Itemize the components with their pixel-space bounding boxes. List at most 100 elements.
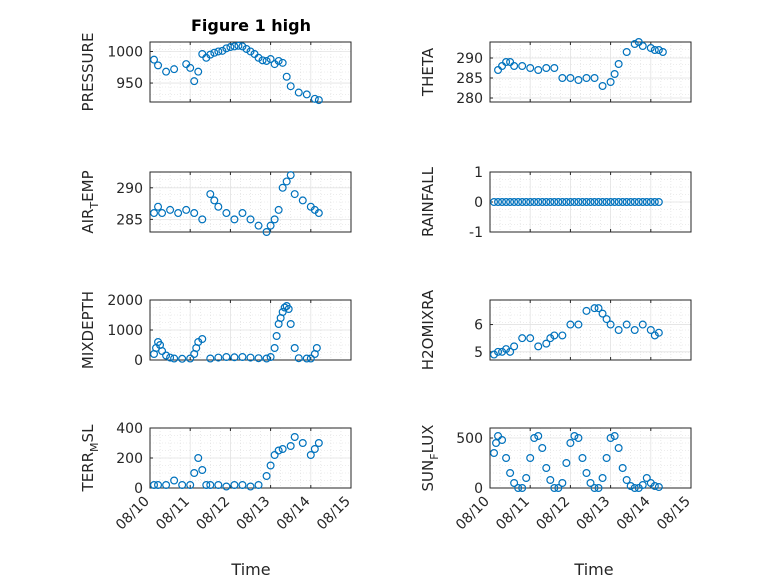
data-point xyxy=(178,481,187,490)
y-tick-label: 290 xyxy=(456,51,483,67)
data-point xyxy=(590,304,599,313)
data-point xyxy=(530,198,539,207)
y-tick-label: 6 xyxy=(474,318,483,334)
data-point xyxy=(282,72,291,81)
data-point xyxy=(298,439,307,448)
data-point xyxy=(538,198,547,207)
x-tick-label: 08/15 xyxy=(314,494,354,534)
data-point xyxy=(150,481,159,490)
data-point xyxy=(562,198,571,207)
data-point xyxy=(518,334,527,343)
data-point xyxy=(502,454,511,463)
data-point xyxy=(310,94,319,103)
data-point xyxy=(566,198,575,207)
data-point xyxy=(638,320,647,329)
data-point xyxy=(562,459,571,468)
data-point xyxy=(550,331,559,340)
y-tick-label: 200 xyxy=(116,451,143,467)
data-point xyxy=(174,209,183,218)
data-point xyxy=(602,315,611,324)
axes-pressure: 950 1000 PRESSURE xyxy=(79,33,352,112)
y-axis-label: TERRMSL xyxy=(79,424,101,493)
data-point xyxy=(218,46,227,55)
data-point xyxy=(514,484,523,493)
data-point xyxy=(214,47,223,56)
data-point xyxy=(286,82,295,91)
data-point xyxy=(638,198,647,207)
data-point xyxy=(190,209,199,218)
data-point xyxy=(170,476,179,485)
data-point xyxy=(170,65,179,74)
axes-air_temp: 285 290 AIRTEMP xyxy=(79,170,352,237)
data-point xyxy=(506,469,515,478)
data-point xyxy=(494,198,503,207)
data-point xyxy=(506,57,515,66)
data-point xyxy=(546,334,555,343)
data-point xyxy=(214,481,223,490)
data-point xyxy=(262,354,271,363)
data-point xyxy=(210,196,219,205)
data-point xyxy=(518,484,527,493)
data-point xyxy=(198,335,207,344)
x-tick-label: 08/12 xyxy=(193,494,233,534)
y-tick-label: 1000 xyxy=(107,323,143,339)
data-point xyxy=(650,198,659,207)
data-point xyxy=(230,481,239,490)
y-axis-label: PRESSURE xyxy=(79,33,97,112)
data-point xyxy=(578,198,587,207)
data-point xyxy=(230,215,239,224)
data-point xyxy=(574,198,583,207)
x-tick-label: 08/15 xyxy=(654,494,694,534)
data-point xyxy=(622,47,631,56)
data-point xyxy=(314,439,323,448)
data-point xyxy=(278,58,287,67)
data-point xyxy=(262,56,271,65)
x-tick-label: 08/11 xyxy=(493,494,533,534)
data-point xyxy=(314,96,323,105)
xlabel-left: Time xyxy=(230,560,270,579)
data-point xyxy=(270,344,279,353)
data-point xyxy=(290,433,299,442)
data-point xyxy=(622,320,631,329)
data-point xyxy=(510,342,519,351)
x-tick-label: 08/10 xyxy=(113,494,153,534)
x-tick-label: 08/13 xyxy=(574,494,614,534)
data-point xyxy=(206,481,215,490)
data-point xyxy=(238,42,247,51)
y-axis-label: SUNFLUX xyxy=(419,425,441,492)
data-point xyxy=(650,331,659,340)
data-point xyxy=(198,466,207,475)
data-point xyxy=(162,481,171,490)
data-point xyxy=(642,474,651,483)
data-point xyxy=(262,228,271,237)
data-point xyxy=(582,73,591,82)
data-point xyxy=(206,50,215,59)
axes-terr_msl: 0 200 400 TERRMSL 08/10 08/11 08/12 08/13 08/14 0… xyxy=(79,421,354,533)
data-point xyxy=(614,198,623,207)
data-point xyxy=(594,484,603,493)
y-tick-label: 1000 xyxy=(107,44,143,60)
data-point xyxy=(258,56,267,65)
data-point xyxy=(502,345,511,354)
data-point xyxy=(618,464,627,473)
data-point xyxy=(282,177,291,186)
axes-sun_flux: 0 500 SUNFLUX 08/10 08/11 08/12 08/13 08/14 08/1… xyxy=(419,425,694,534)
data-point xyxy=(190,469,199,478)
data-point xyxy=(546,198,555,207)
data-point xyxy=(246,47,255,56)
axes-box xyxy=(149,41,352,103)
data-point xyxy=(598,81,607,90)
data-point xyxy=(602,454,611,463)
data-point xyxy=(566,320,575,329)
data-point xyxy=(518,61,527,70)
data-point xyxy=(214,353,223,362)
data-point xyxy=(274,446,283,455)
data-point xyxy=(274,56,283,65)
data-point xyxy=(638,481,647,490)
data-point xyxy=(510,61,519,70)
data-point xyxy=(182,60,191,69)
data-point xyxy=(626,198,635,207)
data-point xyxy=(590,484,599,493)
